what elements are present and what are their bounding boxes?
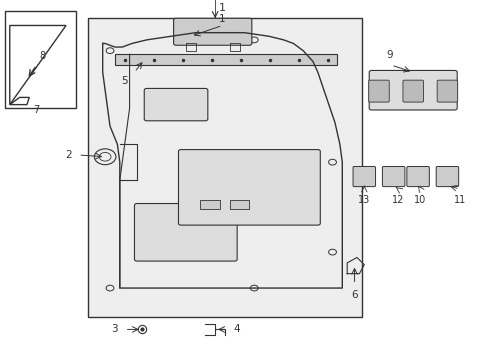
Text: 4: 4 [233, 324, 240, 334]
Text: 7: 7 [34, 105, 40, 114]
FancyBboxPatch shape [368, 71, 456, 110]
Text: 13: 13 [357, 194, 370, 204]
FancyBboxPatch shape [382, 166, 404, 186]
FancyBboxPatch shape [178, 149, 320, 225]
FancyBboxPatch shape [436, 80, 457, 102]
Text: 12: 12 [391, 194, 404, 204]
FancyBboxPatch shape [144, 89, 207, 121]
Text: 2: 2 [65, 150, 72, 160]
FancyBboxPatch shape [5, 11, 76, 108]
Text: 6: 6 [350, 290, 357, 300]
Text: 11: 11 [452, 194, 465, 204]
Text: 8: 8 [39, 51, 45, 62]
Text: 5: 5 [121, 76, 128, 86]
FancyBboxPatch shape [134, 203, 237, 261]
FancyBboxPatch shape [88, 18, 361, 317]
Text: 9: 9 [386, 50, 392, 60]
FancyBboxPatch shape [402, 80, 423, 102]
FancyBboxPatch shape [406, 166, 428, 186]
Text: 10: 10 [413, 194, 426, 204]
Text: 3: 3 [111, 324, 118, 334]
FancyBboxPatch shape [173, 18, 251, 45]
Text: 1: 1 [219, 14, 225, 24]
FancyBboxPatch shape [115, 54, 337, 65]
Text: 1: 1 [219, 3, 225, 13]
FancyBboxPatch shape [200, 200, 220, 209]
FancyBboxPatch shape [229, 200, 249, 209]
FancyBboxPatch shape [435, 166, 458, 186]
FancyBboxPatch shape [352, 166, 375, 186]
FancyBboxPatch shape [368, 80, 388, 102]
